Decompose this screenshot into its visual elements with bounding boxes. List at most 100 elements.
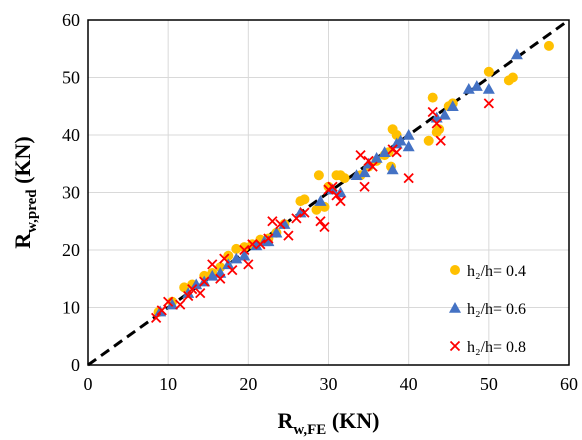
data-point-cross bbox=[207, 259, 218, 270]
data-point-cross bbox=[199, 276, 210, 287]
data-point-triangle bbox=[238, 249, 251, 261]
data-point-triangle bbox=[462, 83, 475, 94]
data-point-cross bbox=[263, 233, 274, 244]
x-tick-label: 50 bbox=[480, 374, 498, 394]
data-point-cross bbox=[151, 312, 162, 323]
data-point-cross bbox=[427, 106, 438, 118]
data-point-cross bbox=[195, 287, 206, 299]
x-tick-label: 10 bbox=[159, 374, 177, 394]
data-point-cross bbox=[391, 147, 402, 158]
data-point-cross bbox=[247, 239, 258, 250]
data-point-triangle bbox=[402, 140, 415, 152]
data-point-cross bbox=[331, 190, 342, 201]
data-point-circle bbox=[299, 194, 310, 205]
data-point-triangle bbox=[358, 166, 371, 178]
data-point-circle bbox=[231, 243, 242, 254]
data-point-triangle bbox=[446, 100, 459, 112]
data-point-triangle bbox=[470, 80, 483, 91]
x-tick-label: 60 bbox=[560, 374, 578, 394]
data-point-cross bbox=[335, 195, 346, 207]
data-point-cross bbox=[187, 283, 198, 295]
data-point-cross bbox=[283, 230, 294, 241]
legend-marker-cross bbox=[449, 340, 461, 352]
y-tick-label: 30 bbox=[62, 183, 80, 203]
legend-marker-triangle bbox=[449, 302, 461, 313]
y-tick-label: 50 bbox=[62, 68, 80, 88]
data-point-triangle bbox=[402, 129, 415, 140]
data-point-circle bbox=[423, 135, 434, 146]
data-point-cross bbox=[403, 172, 414, 184]
data-point-cross bbox=[355, 149, 366, 161]
legend-marker-circle bbox=[450, 265, 460, 275]
legend-label: h₂/h= 0.8 bbox=[467, 339, 526, 356]
data-point-triangle bbox=[206, 269, 219, 281]
data-point-cross bbox=[215, 273, 226, 284]
data-point-cross bbox=[359, 181, 370, 192]
data-point-cross bbox=[183, 290, 194, 302]
data-point-circle bbox=[339, 173, 350, 184]
data-point-cross bbox=[435, 135, 446, 146]
data-point-triangle bbox=[438, 108, 451, 120]
data-point-triangle bbox=[378, 146, 391, 158]
data-point-triangle bbox=[370, 152, 383, 163]
legend-label: h₂/h= 0.6 bbox=[467, 301, 526, 318]
data-point-triangle bbox=[482, 83, 495, 94]
data-point-circle bbox=[427, 92, 438, 103]
plot-area-frame bbox=[87, 19, 570, 366]
data-point-triangle bbox=[250, 239, 263, 251]
data-point-cross bbox=[315, 216, 326, 227]
x-axis-title-subscript: w,FE bbox=[293, 422, 326, 438]
data-point-triangle bbox=[230, 252, 243, 264]
legend: h₂/h= 0.4 h₂/h= 0.6 h₂/h= 0.8 bbox=[449, 263, 526, 356]
data-point-cross bbox=[243, 259, 254, 270]
data-point-circle bbox=[434, 124, 445, 135]
x-tick-label: 20 bbox=[239, 374, 257, 394]
x-tick-label: 40 bbox=[400, 374, 418, 394]
data-point-cross bbox=[299, 207, 310, 218]
data-point-circle bbox=[543, 40, 554, 51]
y-axis-title-main: R bbox=[10, 232, 35, 249]
y-tick-label: 40 bbox=[62, 125, 80, 145]
x-axis-title: Rw,FE (KN) bbox=[278, 408, 380, 438]
data-point-cross bbox=[431, 118, 442, 129]
data-point-cross bbox=[319, 221, 330, 233]
data-point-circle bbox=[311, 204, 322, 215]
data-point-cross bbox=[363, 155, 374, 167]
data-point-triangle bbox=[222, 258, 235, 270]
data-point-cross bbox=[156, 305, 167, 316]
legend-label: h₂/h= 0.4 bbox=[467, 263, 526, 280]
data-point-triangle bbox=[386, 163, 399, 175]
data-point-triangle bbox=[262, 235, 275, 247]
data-point-cross bbox=[327, 181, 338, 192]
data-point-cross bbox=[219, 253, 230, 264]
data-point-cross bbox=[227, 264, 238, 276]
data-point-cross bbox=[267, 216, 278, 227]
data-point-cross bbox=[275, 218, 286, 230]
x-tick-label: 0 bbox=[84, 374, 93, 394]
data-point-triangle bbox=[190, 278, 203, 290]
y-tick-label: 0 bbox=[71, 355, 80, 375]
data-point-triangle bbox=[394, 134, 407, 146]
y-tick-label: 20 bbox=[62, 240, 80, 260]
y-axis-title-unit: (KN) bbox=[10, 136, 35, 189]
x-tick-label: 30 bbox=[320, 374, 338, 394]
data-point-cross bbox=[255, 239, 266, 250]
data-point-circle bbox=[483, 66, 494, 77]
data-point-triangle bbox=[510, 48, 523, 60]
x-axis-title-unit: (KN) bbox=[326, 408, 379, 433]
data-point-cross bbox=[163, 296, 174, 307]
data-point-triangle bbox=[270, 226, 283, 238]
data-point-cross bbox=[175, 299, 186, 310]
x-axis-title-main: R bbox=[278, 408, 295, 433]
y-axis-title-subscript: w,pred bbox=[24, 189, 40, 233]
data-point-cross bbox=[483, 98, 494, 109]
data-point-circle bbox=[313, 170, 324, 181]
data-point-cross bbox=[367, 161, 378, 172]
data-point-triangle bbox=[350, 169, 363, 181]
data-point-cross bbox=[239, 244, 250, 256]
data-point-circle bbox=[507, 72, 518, 83]
y-tick-label: 10 bbox=[62, 298, 80, 318]
data-point-circle bbox=[239, 242, 250, 253]
tick-labels: 0 10 20 30 40 50 60 0 10 20 30 40 50 60 bbox=[62, 10, 578, 394]
